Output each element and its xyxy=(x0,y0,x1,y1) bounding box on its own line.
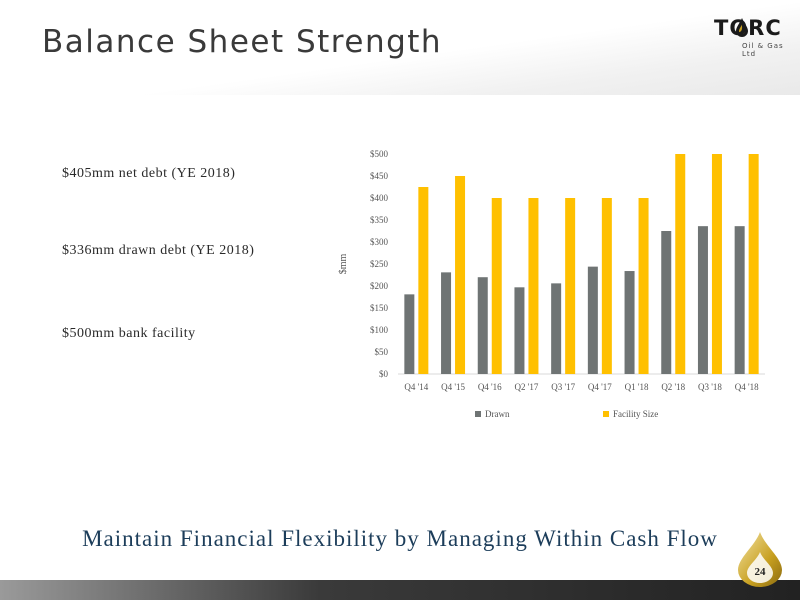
stat-bank-facility: $500mm bank facility xyxy=(62,326,196,341)
y-tick-label: $400 xyxy=(370,193,389,203)
bar-drawn xyxy=(441,272,452,374)
bar-drawn xyxy=(514,287,525,374)
x-tick-label: Q2 '18 xyxy=(661,382,685,392)
bar-drawn xyxy=(404,294,415,374)
bar-facility xyxy=(455,176,466,374)
bar-drawn xyxy=(477,277,488,374)
legend-label: Facility Size xyxy=(613,409,658,419)
y-tick-label: $300 xyxy=(370,237,389,247)
oil-drop-icon xyxy=(736,18,748,37)
bar-facility xyxy=(565,198,576,374)
debt-chart: $0 $50 $100 $150 $200 $250 $300 $350 $400 $450 $50… xyxy=(338,149,765,419)
y-tick-label: $100 xyxy=(370,325,389,335)
x-tick-label: Q4 '15 xyxy=(441,382,465,392)
y-tick-label: $500 xyxy=(370,149,389,159)
bar-facility xyxy=(601,198,612,374)
x-tick-label: Q2 '17 xyxy=(515,382,539,392)
x-tick-label: Q4 '16 xyxy=(478,382,502,392)
y-tick-label: $450 xyxy=(370,171,389,181)
bar-facility xyxy=(711,154,722,374)
x-tick-label: Q4 '17 xyxy=(588,382,612,392)
title-band xyxy=(0,0,800,95)
bar-facility xyxy=(748,154,759,374)
legend-swatch xyxy=(603,411,609,417)
page-title: Balance Sheet Strength xyxy=(42,24,443,60)
bar-drawn xyxy=(661,231,672,374)
x-tick-label: Q4 '14 xyxy=(404,382,428,392)
bar-facility xyxy=(491,198,502,374)
bar-drawn xyxy=(624,271,635,374)
bar-drawn xyxy=(587,266,598,374)
page-drop-icon xyxy=(738,532,782,587)
bar-facility xyxy=(638,198,649,374)
bar-facility xyxy=(528,198,539,374)
bar-drawn xyxy=(697,226,708,374)
logo-name: TORC xyxy=(714,16,782,40)
bar-facility xyxy=(675,154,686,374)
y-tick-label: $200 xyxy=(370,281,389,291)
x-tick-label: Q3 '17 xyxy=(551,382,575,392)
y-tick-label: $50 xyxy=(375,347,389,357)
legend-swatch xyxy=(475,411,481,417)
page-number: 24 xyxy=(754,566,766,578)
x-tick-label: Q3 '18 xyxy=(698,382,722,392)
bottom-bar xyxy=(0,580,800,600)
y-axis-label: $mm xyxy=(338,254,349,275)
y-tick-label: $150 xyxy=(370,303,389,313)
x-tick-label: Q1 '18 xyxy=(625,382,649,392)
company-logo: TORC Oil & Gas Ltd xyxy=(708,16,788,58)
bar-facility xyxy=(418,187,429,374)
stat-drawn-debt: $336mm drawn debt (YE 2018) xyxy=(62,243,255,258)
logo-subtitle: Oil & Gas Ltd xyxy=(742,42,784,58)
y-tick-label: $350 xyxy=(370,215,389,225)
bar-drawn xyxy=(551,283,562,374)
x-tick-label: Q4 '18 xyxy=(735,382,759,392)
legend-label: Drawn xyxy=(485,409,510,419)
stat-net-debt: $405mm net debt (YE 2018) xyxy=(62,166,236,181)
bar-drawn xyxy=(734,226,745,374)
tagline: Maintain Financial Flexibility by Managi… xyxy=(82,526,718,551)
y-tick-label: $250 xyxy=(370,259,389,269)
y-tick-label: $0 xyxy=(379,369,389,379)
